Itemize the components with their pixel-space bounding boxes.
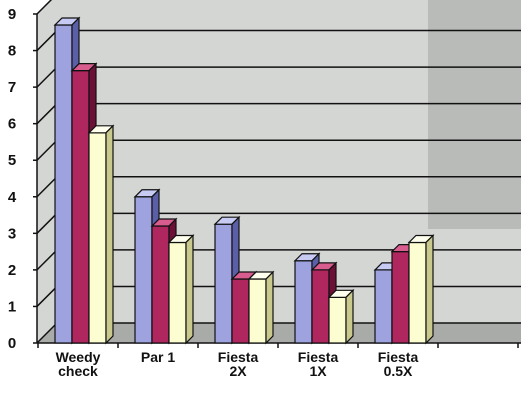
x-tick-label: 2X xyxy=(229,363,247,379)
gridline-side xyxy=(36,249,58,271)
gridline-side xyxy=(36,30,58,52)
bar xyxy=(151,225,170,344)
gridline-side xyxy=(36,103,58,125)
bar xyxy=(54,24,73,344)
y-tick-label: 5 xyxy=(8,152,16,169)
x-tick-label: Fiesta xyxy=(378,349,419,365)
bar-side xyxy=(265,270,274,345)
plot-side-wall xyxy=(37,0,57,343)
back-wall-shade xyxy=(428,0,521,229)
bar xyxy=(231,278,250,344)
gridline-side xyxy=(36,139,58,161)
bar xyxy=(214,223,233,344)
x-tick-label: Fiesta xyxy=(218,349,259,365)
gridline-side xyxy=(36,285,58,307)
bar xyxy=(408,241,427,344)
bar xyxy=(168,241,187,344)
y-tick-label: 6 xyxy=(8,116,16,133)
x-tick-label: check xyxy=(58,363,98,379)
bar xyxy=(248,278,267,344)
y-tick-label: 4 xyxy=(8,189,17,206)
bar xyxy=(391,251,410,344)
gridline-side xyxy=(36,66,58,88)
gridline-side xyxy=(36,322,58,344)
x-tick-label: Weedy xyxy=(56,349,101,365)
gridline-side xyxy=(36,176,58,198)
bar xyxy=(328,296,347,344)
bar xyxy=(134,196,153,344)
y-tick-label: 8 xyxy=(8,43,16,60)
bar xyxy=(88,132,107,344)
x-tick-label: 0.5X xyxy=(384,363,413,379)
y-tick-label: 1 xyxy=(8,298,16,315)
y-tick-label: 3 xyxy=(8,225,16,242)
bar-side xyxy=(105,124,114,345)
bar-side xyxy=(425,234,434,345)
y-tick-label: 9 xyxy=(8,6,16,23)
x-tick-label: Par 1 xyxy=(141,349,175,365)
gridline-side xyxy=(36,0,53,15)
gridline-side xyxy=(36,212,58,234)
y-tick-label: 2 xyxy=(8,262,16,279)
y-tick-label: 7 xyxy=(8,79,16,96)
bar-side xyxy=(345,288,354,345)
bar xyxy=(294,260,313,344)
y-tick-label: 0 xyxy=(8,335,16,352)
bar-side xyxy=(185,234,194,345)
bar xyxy=(311,269,330,344)
x-tick-label: 1X xyxy=(309,363,327,379)
bar xyxy=(374,269,393,344)
x-tick-label: Fiesta xyxy=(298,349,339,365)
bar xyxy=(71,70,90,344)
